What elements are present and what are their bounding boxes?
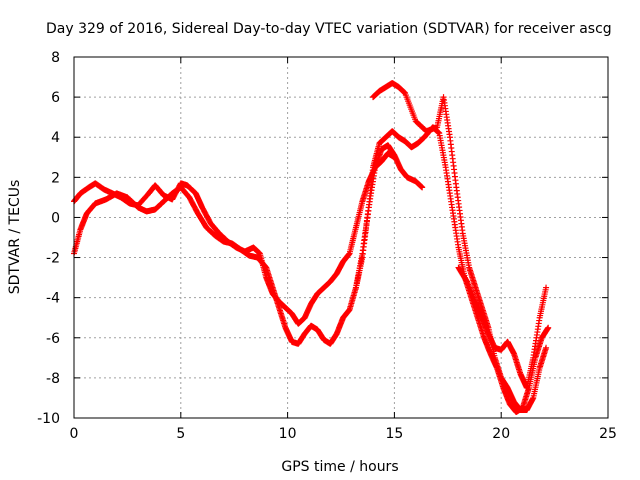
y-tick-label: -6: [46, 331, 60, 347]
data-point: [419, 184, 426, 191]
y-axis-label: SDTVAR / TECUs: [7, 180, 23, 295]
y-tick-label: -4: [46, 291, 60, 307]
chart-title: Day 329 of 2016, Sidereal Day-to-day VTE…: [46, 21, 612, 37]
y-tick-label: 6: [51, 90, 60, 106]
y-tick-label: -10: [37, 411, 60, 427]
data-point: [543, 284, 550, 291]
y-tick-label: -2: [46, 251, 60, 267]
x-tick-label: 20: [492, 426, 510, 442]
series-track-e: [455, 264, 550, 391]
y-tick-label: 0: [51, 210, 60, 226]
data-point: [543, 344, 550, 351]
x-tick-label: 10: [279, 426, 297, 442]
y-tick-label: 4: [51, 130, 60, 146]
axis-ticks: 0 5 10 15 20 25 -10 -8 -6 -4 -2 0 2 4 6 8: [37, 50, 617, 442]
x-tick-label: 0: [70, 426, 79, 442]
x-axis-label: GPS time / hours: [281, 459, 398, 475]
data-point: [545, 324, 552, 331]
x-tick-label: 15: [385, 426, 403, 442]
y-tick-label: -8: [46, 371, 60, 387]
series-track-b: [71, 142, 426, 347]
y-tick-label: 8: [51, 50, 60, 66]
grid: [74, 57, 608, 418]
y-tick-label: 2: [51, 170, 60, 186]
data-points: [71, 80, 552, 415]
x-tick-label: 25: [599, 426, 617, 442]
x-tick-label: 5: [176, 426, 185, 442]
plot-frame: [73, 56, 609, 419]
